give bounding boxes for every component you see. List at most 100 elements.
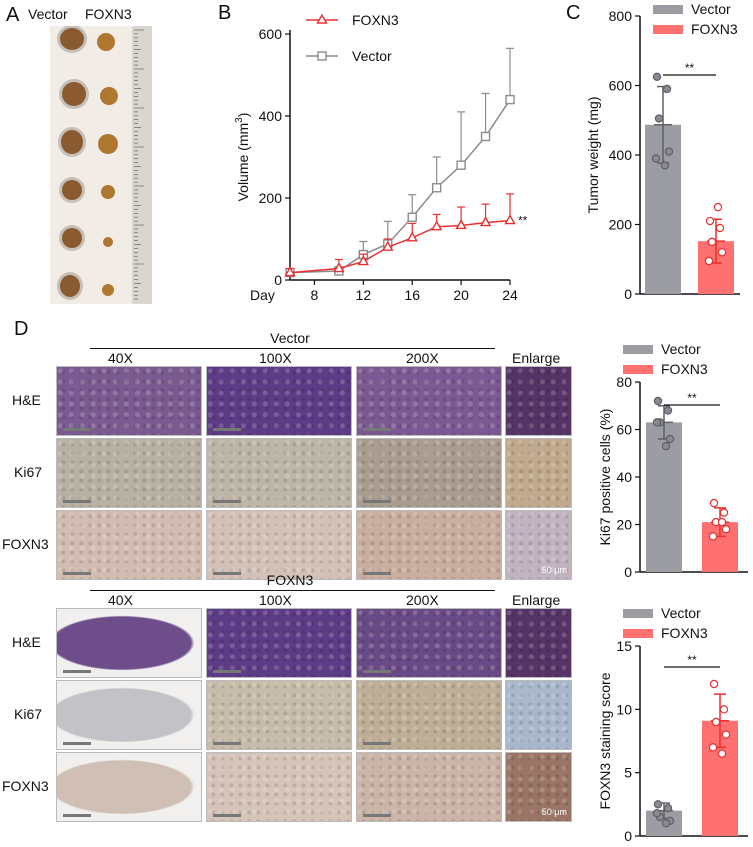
data-point [480,131,491,142]
series-foxn3 [284,193,516,277]
legend-marker-vector [317,51,327,61]
legend: Vector FOXN3 [653,2,738,37]
y-tick-label: 200 [259,190,283,206]
legend-label-foxn3: FOXN3 [661,625,708,641]
data-point [705,216,715,226]
tumor-vector [61,130,83,154]
panel-letter-d: D [14,318,29,340]
series-line [289,219,511,274]
y-tick-label: 400 [609,147,633,163]
legend: Vector FOXN3 [623,341,708,377]
ki67-chart: Vector FOXN3 0 20 40 60 80 Ki67 positive cells … [597,341,748,580]
tumor-vector [62,82,86,106]
col-header: 100X [259,350,292,366]
histology-image [56,438,202,508]
row-label: H&E [12,634,41,650]
legend-swatch-foxn3 [653,25,683,34]
col-header: 200X [406,350,439,366]
tumor-foxn3 [98,134,118,154]
legend-label-vector: Vector [352,48,392,64]
group-rule [90,590,495,591]
scale-bar [63,572,91,575]
legend-label-vector: Vector [691,2,731,17]
legend-marker-foxn3 [316,13,328,24]
scale-bar [63,814,91,817]
tumor-foxn3 [100,87,118,105]
scale-bar [363,428,391,431]
y-tick-label: 60 [616,422,632,438]
data-point [654,114,664,123]
data-point [663,406,673,415]
scale-bar [213,500,241,503]
scale-bar-label: 50 μm [541,807,567,817]
histology-image [206,438,352,508]
scale-bar [63,500,91,503]
scale-bar [63,428,91,431]
x-axis-title: Day [250,287,275,303]
data-point [717,248,727,257]
histology-image [56,752,202,822]
histology-image: 50 μm [505,752,572,822]
tumor-foxn3 [101,185,115,199]
data-point [709,498,719,508]
group-title-vector: Vector [270,330,310,346]
histology-image [206,608,352,678]
x-tick-label: 20 [453,287,469,303]
y-tick-label: 0 [624,286,632,302]
scale-bar [363,742,391,745]
y-tick-label: 200 [609,217,633,233]
histology-image [56,608,202,678]
data-point [665,434,675,444]
scale-bar [63,670,91,673]
data-point [333,262,345,273]
data-point [407,212,417,222]
histology-image [505,366,572,436]
histology-image [206,510,352,580]
legend-swatch-foxn3 [623,629,653,638]
scale-bar [363,572,391,575]
legend-label-foxn3: FOXN3 [352,12,399,28]
tumor-weight-chart: Vector FOXN3 0 200 400 600 800 Tumor weight (mg… [585,2,740,302]
data-point [661,819,671,828]
col-header: 40X [108,592,133,608]
significance-label: ** [687,653,697,667]
row-label: H&E [12,392,41,408]
data-point [504,214,516,225]
histology-image [206,752,352,822]
legend-label-vector: Vector [661,605,701,621]
data-point [455,219,467,230]
foxn3-score-chart: Vector FOXN3 0 5 10 15 FOXN3 staining score ** [597,605,748,844]
data-point [653,396,663,406]
ruler-ticks [134,29,144,300]
tumor-foxn3 [103,237,113,247]
histology-image [356,608,502,678]
tumor-vector [60,275,80,297]
histology-image [505,438,572,508]
significance-label: ** [685,61,695,75]
legend-swatch-vector [623,345,653,354]
scale-bar-label: 50 μm [541,565,567,575]
data-point [717,749,727,758]
histology-image [356,510,502,580]
photo-ruler [132,26,152,304]
tumor-vector [62,180,82,200]
y-tick-label: 800 [609,8,633,24]
data-point [652,418,662,427]
row-label: FOXN3 [2,536,49,552]
scale-bar [363,500,391,503]
y-tick-label: 20 [616,517,632,533]
significance-label: ** [518,214,528,228]
tumor-specimens [57,26,118,300]
data-point [713,202,723,212]
legend-label-foxn3: FOXN3 [661,361,708,377]
data-point [653,800,663,809]
row-label: FOXN3 [2,778,49,794]
histology-image: 50 μm [505,510,572,580]
data-point [704,256,714,266]
y-tick-label: 5 [624,765,632,781]
col-header: 200X [406,592,439,608]
legend: Vector FOXN3 [623,605,708,641]
scale-bar [213,670,241,673]
data-point [721,525,731,534]
y-tick-label: 0 [274,272,282,288]
